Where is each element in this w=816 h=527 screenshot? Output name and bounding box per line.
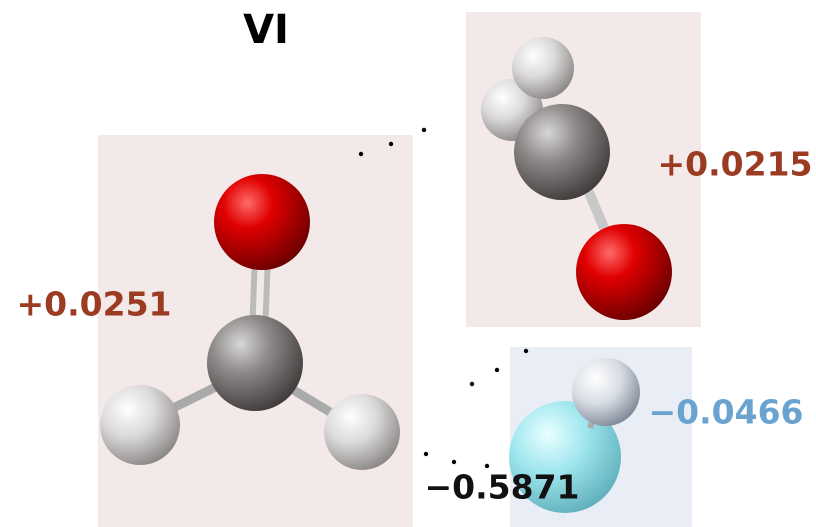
charge-label: +0.0251: [17, 285, 172, 324]
charge-label: +0.0215: [658, 145, 813, 184]
charge-label: −0.0466: [649, 393, 804, 432]
title: VI: [243, 7, 289, 53]
diagram: VI +0.0215 +0.0251 −0.0466 −0.5871: [0, 0, 816, 527]
charge-label: −0.5871: [425, 468, 580, 507]
